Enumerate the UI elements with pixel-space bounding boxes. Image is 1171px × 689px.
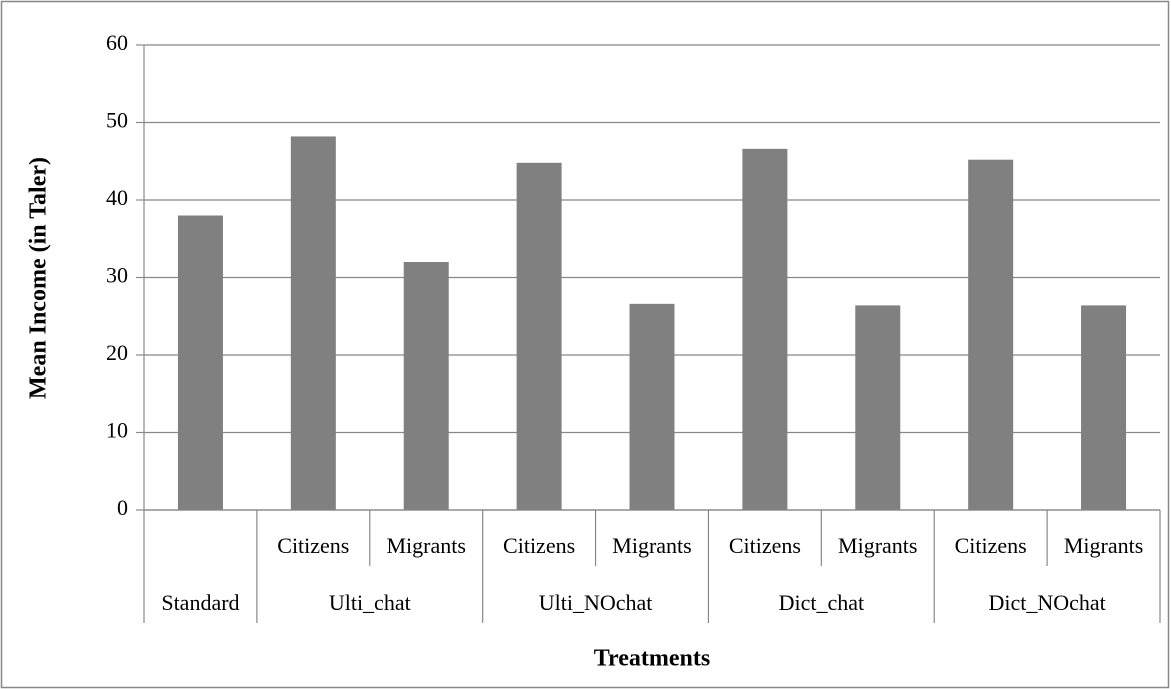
y-tick-label: 50 [106,108,128,133]
x-tick-label: Citizens [955,533,1027,558]
bar [290,136,336,510]
y-tick-label: 10 [106,418,128,443]
x-tick-label: Citizens [277,533,349,558]
group-label: Standard [161,590,239,615]
x-tick-label: Migrants [612,533,691,558]
y-tick-label: 40 [106,185,128,210]
bar [177,215,223,510]
bar [1081,305,1127,510]
bar [968,159,1014,510]
x-tick-label: Migrants [386,533,465,558]
group-label: Dict_chat [779,590,865,615]
bar [629,303,675,510]
y-axis-title: Mean Income (in Taler) [26,157,52,399]
x-tick-label: Citizens [503,533,575,558]
y-tick-label: 0 [117,495,128,520]
group-label: Ulti_chat [329,590,411,615]
bar [855,305,901,510]
bar [516,162,562,511]
y-tick-label: 20 [106,340,128,365]
x-tick-label: Migrants [1064,533,1143,558]
x-tick-label: Migrants [838,533,917,558]
x-axis-title: Treatments [594,646,710,672]
y-tick-label: 60 [106,30,128,55]
group-label: Ulti_NOchat [539,590,653,615]
bar [403,262,449,510]
bar [742,148,788,510]
y-tick-label: 30 [106,263,128,288]
x-tick-label: Citizens [729,533,801,558]
group-label: Dict_NOchat [988,590,1105,615]
